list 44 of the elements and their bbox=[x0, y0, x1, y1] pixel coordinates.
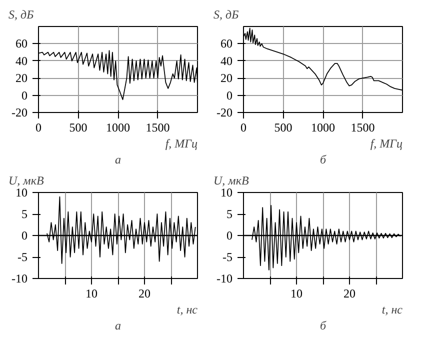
y-tick-label: 60 bbox=[16, 36, 28, 51]
y-tick-label: -10 bbox=[12, 272, 28, 286]
x-axis-title: t, нс bbox=[382, 302, 404, 316]
x-tick-label: 0 bbox=[36, 120, 42, 134]
y-tick-label: -20 bbox=[12, 106, 28, 120]
x-tick-label: 500 bbox=[274, 120, 292, 134]
y-tick-label: 5 bbox=[22, 207, 28, 221]
text: а bbox=[115, 152, 121, 166]
y-tick-label: -10 bbox=[216, 272, 233, 286]
y-axis-title: U, мкВ bbox=[8, 174, 44, 188]
y-tick-label: 60 bbox=[220, 36, 232, 51]
y-axis-title: S, дБ bbox=[214, 8, 239, 22]
y-axis-title: S, дБ bbox=[8, 8, 34, 22]
x-axis-title: f, МГц bbox=[370, 136, 402, 150]
x-tick-label: 1500 bbox=[146, 120, 170, 134]
x-tick-label: 20 bbox=[138, 286, 150, 300]
y-tick-label: 40 bbox=[16, 54, 28, 68]
y-tick-label: 0 bbox=[226, 228, 232, 242]
x-tick-label: 10 bbox=[86, 286, 98, 300]
y-tick-label: 0 bbox=[226, 88, 232, 102]
x-tick-label: 500 bbox=[69, 120, 88, 134]
x-tick-label: 1500 bbox=[350, 120, 375, 134]
y-tick-label: 0 bbox=[22, 88, 28, 102]
text: б bbox=[320, 318, 327, 332]
y-tick-label: 40 bbox=[220, 54, 232, 68]
x-tick-label: 10 bbox=[290, 286, 302, 300]
y-tick-label: 10 bbox=[16, 186, 28, 200]
y-tick-label: 20 bbox=[16, 71, 28, 86]
x-tick-label: 1000 bbox=[106, 120, 130, 134]
text: а bbox=[115, 318, 121, 332]
y-tick-label: -5 bbox=[222, 250, 233, 264]
text: б bbox=[320, 152, 327, 166]
x-axis-title: t, нс bbox=[176, 302, 198, 316]
y-tick-label: -5 bbox=[18, 250, 28, 264]
y-axis-title: U, мкВ bbox=[214, 174, 250, 188]
y-tick-label: 20 bbox=[220, 71, 232, 86]
x-tick-label: 20 bbox=[344, 286, 356, 300]
y-tick-label: 10 bbox=[220, 186, 232, 200]
y-tick-label: 0 bbox=[22, 228, 28, 242]
x-axis-title: f, МГц bbox=[165, 136, 198, 150]
y-tick-label: 5 bbox=[226, 207, 232, 221]
y-tick-label: -20 bbox=[216, 106, 233, 120]
x-tick-label: 1000 bbox=[311, 120, 335, 134]
x-tick-label: 0 bbox=[240, 120, 246, 134]
